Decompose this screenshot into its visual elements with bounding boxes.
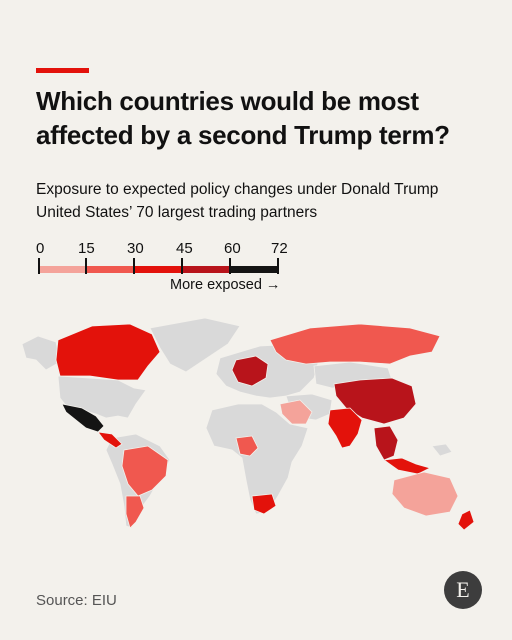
region-vietnam <box>373 425 399 461</box>
legend-tick-mark-45 <box>181 258 183 274</box>
legend-bin-15-30 <box>87 266 134 273</box>
region-canada <box>55 323 161 381</box>
country-regions <box>55 323 475 531</box>
chart-subtitle: Exposure to expected policy changes unde… <box>36 178 496 224</box>
legend-tick-label-0: 0 <box>36 240 45 257</box>
legend-tick-mark-15 <box>85 258 87 274</box>
legend-bin-0-15 <box>39 266 86 273</box>
region-indonesia <box>382 457 432 475</box>
source-note: Source: EIU <box>36 592 117 609</box>
legend-tick-label-30: 30 <box>127 240 144 257</box>
alaska-shape <box>21 335 61 371</box>
legend-note: More exposed → <box>170 277 281 293</box>
region-russia <box>269 323 441 365</box>
region-south-africa <box>251 493 277 515</box>
legend-tick-mark-72 <box>277 258 279 274</box>
legend-tick-mark-60 <box>229 258 231 274</box>
chart-title: Which countries would be most affected b… <box>36 86 450 150</box>
region-india <box>327 407 363 449</box>
legend-bin-45-60 <box>183 266 230 273</box>
subtitle-line-2: United States’ 70 largest trading partne… <box>36 204 318 221</box>
region-brazil <box>121 445 169 497</box>
region-australia <box>391 471 459 517</box>
subtitle-line-1: Exposure to expected policy changes unde… <box>36 181 439 198</box>
legend-tick-label-60: 60 <box>224 240 241 257</box>
accent-bar <box>36 68 89 73</box>
region-germany <box>231 355 269 387</box>
legend-tick-mark-30 <box>133 258 135 274</box>
region-nigeria <box>235 435 259 457</box>
publication-logo: E <box>444 571 482 609</box>
region-central-america <box>97 431 123 449</box>
legend-tick-label-15: 15 <box>78 240 95 257</box>
region-new-zealand <box>457 509 475 531</box>
legend-tick-mark-0 <box>38 258 40 274</box>
legend-tick-label-45: 45 <box>176 240 193 257</box>
region-saudi-arabia <box>279 399 313 425</box>
color-legend: 0 15 30 45 60 72 More exposed → <box>36 240 296 300</box>
legend-tick-label-72: 72 <box>271 240 288 257</box>
greenland-shape <box>149 317 241 373</box>
legend-bin-30-45 <box>135 266 182 273</box>
africa-shape <box>205 403 309 515</box>
legend-bin-60-72 <box>231 266 277 273</box>
world-map <box>21 317 475 531</box>
papua-shape <box>431 443 453 457</box>
region-argentina <box>125 495 145 529</box>
